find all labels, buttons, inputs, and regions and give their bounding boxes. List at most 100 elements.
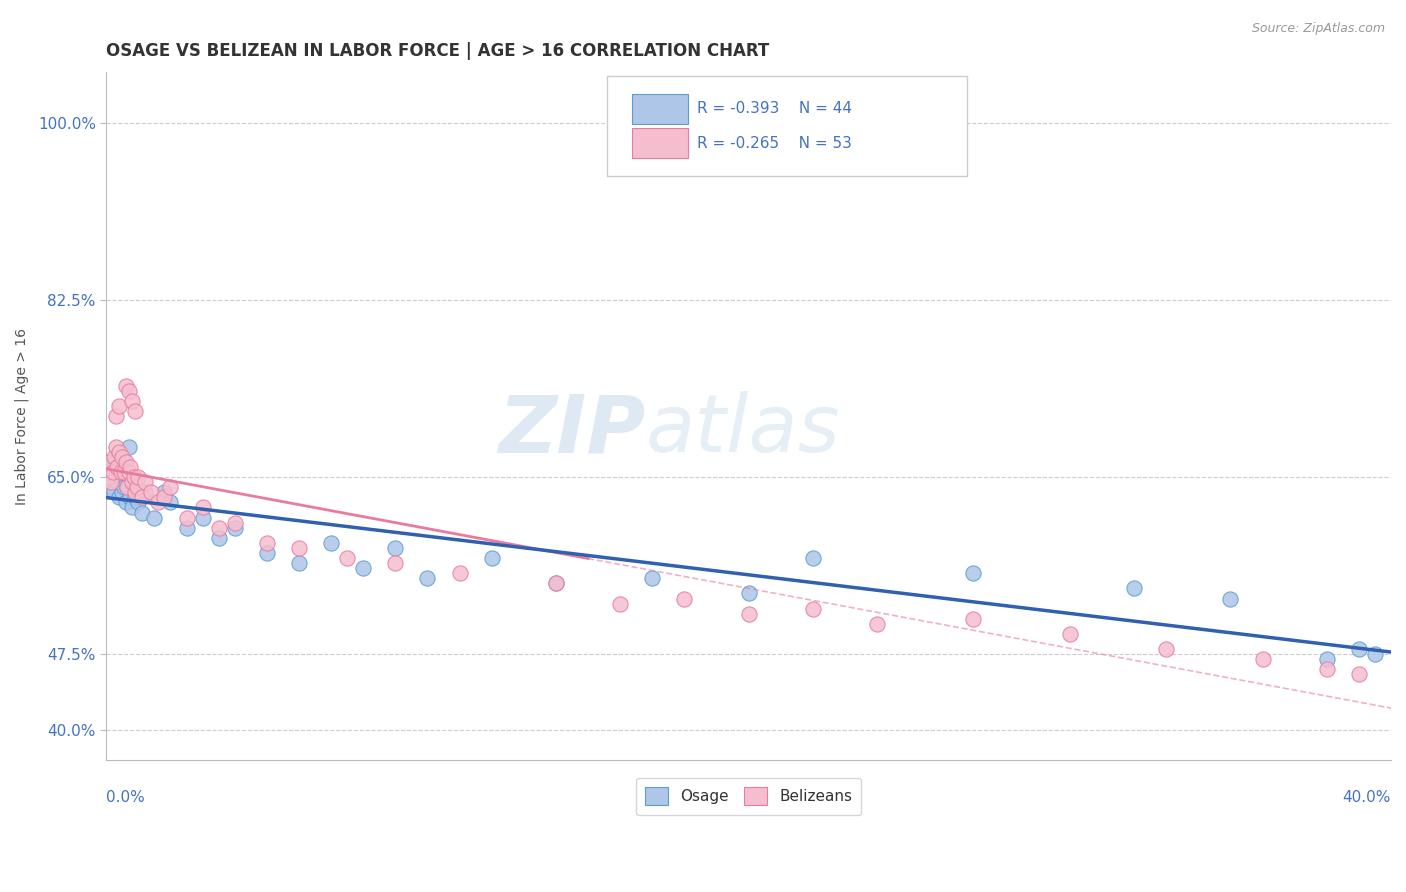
Text: R = -0.265    N = 53: R = -0.265 N = 53 xyxy=(697,136,852,151)
FancyBboxPatch shape xyxy=(607,76,967,176)
Point xyxy=(159,480,181,494)
Point xyxy=(114,379,136,393)
Point xyxy=(336,551,359,566)
Point xyxy=(124,404,146,418)
Point xyxy=(122,470,145,484)
Point xyxy=(101,465,124,479)
FancyBboxPatch shape xyxy=(631,128,689,159)
Point xyxy=(737,586,759,600)
Point xyxy=(801,601,824,615)
Point xyxy=(352,561,374,575)
Point xyxy=(191,500,214,515)
Point xyxy=(100,480,122,494)
Point xyxy=(108,399,131,413)
Point xyxy=(224,521,246,535)
Point xyxy=(118,440,141,454)
Point xyxy=(111,485,134,500)
Point xyxy=(124,491,146,505)
Point xyxy=(208,531,231,545)
Point xyxy=(641,571,664,585)
Point xyxy=(153,485,176,500)
Point xyxy=(384,556,406,570)
Point xyxy=(481,551,503,566)
Point xyxy=(544,576,567,591)
Text: R = -0.393    N = 44: R = -0.393 N = 44 xyxy=(697,102,852,116)
Point xyxy=(100,475,122,490)
Point xyxy=(98,465,121,479)
Point xyxy=(176,510,198,524)
Point xyxy=(134,485,156,500)
Point xyxy=(121,500,143,515)
Point xyxy=(131,491,153,505)
Point xyxy=(801,551,824,566)
Point xyxy=(1154,642,1177,657)
Point xyxy=(737,607,759,621)
Point xyxy=(288,541,311,555)
Point xyxy=(1347,667,1369,681)
Point xyxy=(544,576,567,591)
Point xyxy=(416,571,439,585)
Point xyxy=(115,480,138,494)
Point xyxy=(104,440,127,454)
Text: 40.0%: 40.0% xyxy=(1343,789,1391,805)
Point xyxy=(125,480,148,494)
Text: ZIP: ZIP xyxy=(499,392,645,469)
Point xyxy=(104,409,127,424)
Point xyxy=(103,450,125,464)
Point xyxy=(208,521,231,535)
Point xyxy=(159,495,181,509)
Legend: Osage, Belizeans: Osage, Belizeans xyxy=(636,778,862,814)
Point xyxy=(131,506,153,520)
Point xyxy=(111,450,134,464)
Point xyxy=(110,465,132,479)
FancyBboxPatch shape xyxy=(631,94,689,124)
Point xyxy=(110,470,132,484)
Point xyxy=(121,475,143,490)
Point xyxy=(962,566,984,581)
Point xyxy=(256,546,278,560)
Point xyxy=(1219,591,1241,606)
Point xyxy=(127,495,149,509)
Point xyxy=(115,480,138,494)
Point xyxy=(384,541,406,555)
Text: atlas: atlas xyxy=(645,392,841,469)
Point xyxy=(107,460,129,475)
Point xyxy=(121,394,143,409)
Text: 0.0%: 0.0% xyxy=(107,789,145,805)
Point xyxy=(97,470,120,484)
Point xyxy=(101,455,124,469)
Point xyxy=(122,475,145,490)
Point xyxy=(962,612,984,626)
Point xyxy=(1347,642,1369,657)
Point xyxy=(112,480,135,494)
Point xyxy=(176,521,198,535)
Text: OSAGE VS BELIZEAN IN LABOR FORCE | AGE > 16 CORRELATION CHART: OSAGE VS BELIZEAN IN LABOR FORCE | AGE >… xyxy=(107,42,769,60)
Point xyxy=(609,597,631,611)
Point xyxy=(114,455,136,469)
Point xyxy=(256,536,278,550)
Point xyxy=(449,566,471,581)
Point xyxy=(141,485,163,500)
Point xyxy=(1059,627,1081,641)
Point xyxy=(118,465,141,479)
Point xyxy=(1251,652,1274,666)
Point xyxy=(108,491,131,505)
Point xyxy=(146,495,169,509)
Point xyxy=(103,485,125,500)
Point xyxy=(118,384,141,398)
Point xyxy=(114,495,136,509)
Point xyxy=(98,455,121,469)
Point xyxy=(866,616,889,631)
Point xyxy=(143,510,166,524)
Point xyxy=(112,465,135,479)
Point xyxy=(107,475,129,490)
Point xyxy=(288,556,311,570)
Point xyxy=(673,591,696,606)
Text: Source: ZipAtlas.com: Source: ZipAtlas.com xyxy=(1251,22,1385,36)
Point xyxy=(1364,647,1386,661)
Y-axis label: In Labor Force | Age > 16: In Labor Force | Age > 16 xyxy=(15,328,30,505)
Point xyxy=(1123,582,1146,596)
Point xyxy=(104,470,127,484)
Point xyxy=(120,460,142,475)
Point xyxy=(134,475,156,490)
